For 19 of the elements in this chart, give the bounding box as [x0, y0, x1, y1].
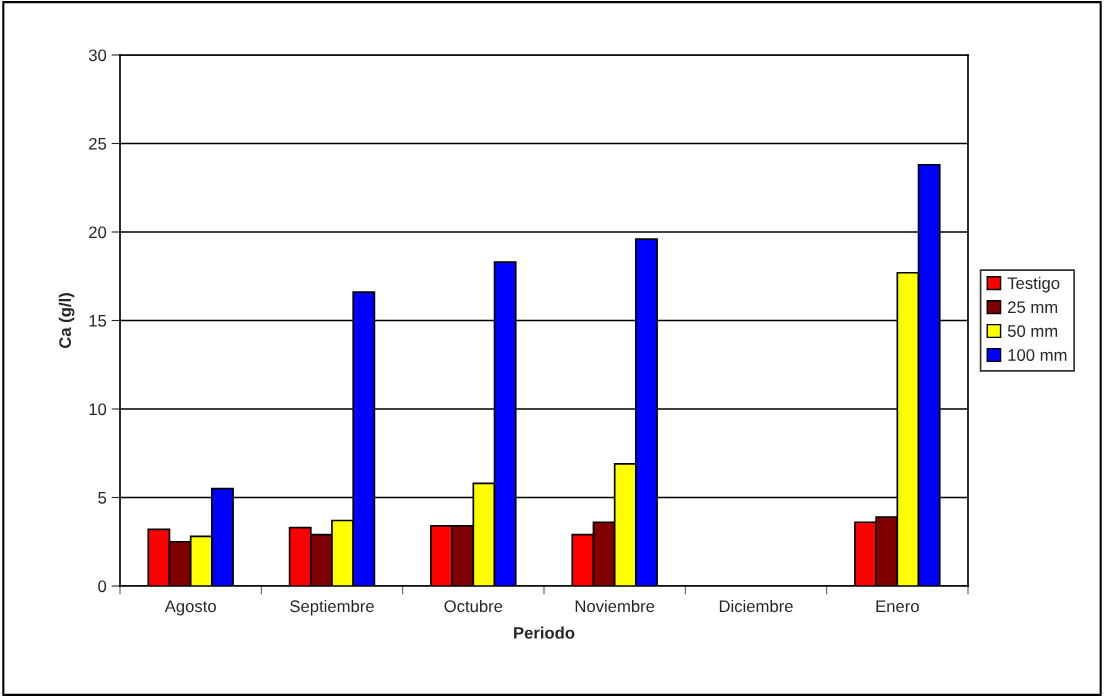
x-tick-label: Diciembre: [719, 599, 793, 613]
legend-label: Testigo: [1007, 276, 1060, 293]
y-tick-label: 5: [98, 492, 107, 504]
x-tick-label: Septiembre: [290, 599, 374, 616]
y-axis-title: Ca (g/l): [58, 293, 75, 349]
y-tick-label: 30: [88, 49, 107, 62]
x-tick-label: Octubre: [444, 599, 503, 613]
legend-label: 100 mm: [1008, 349, 1067, 361]
x-axis-title: Periodo: [514, 626, 575, 639]
legend-label: 50 mm: [1007, 325, 1058, 337]
y-tick-label: 0: [98, 580, 107, 593]
y-tick-label: 15: [89, 315, 107, 327]
legend-label: 25 mm: [1008, 301, 1058, 314]
x-tick-label: Agosto: [164, 600, 216, 616]
y-tick-label: 10: [89, 403, 107, 416]
y-tick-label: 25: [89, 137, 107, 150]
y-tick-label: 20: [89, 226, 107, 239]
x-tick-label: Noviembre: [575, 599, 655, 613]
x-tick-label: Enero: [876, 600, 919, 613]
